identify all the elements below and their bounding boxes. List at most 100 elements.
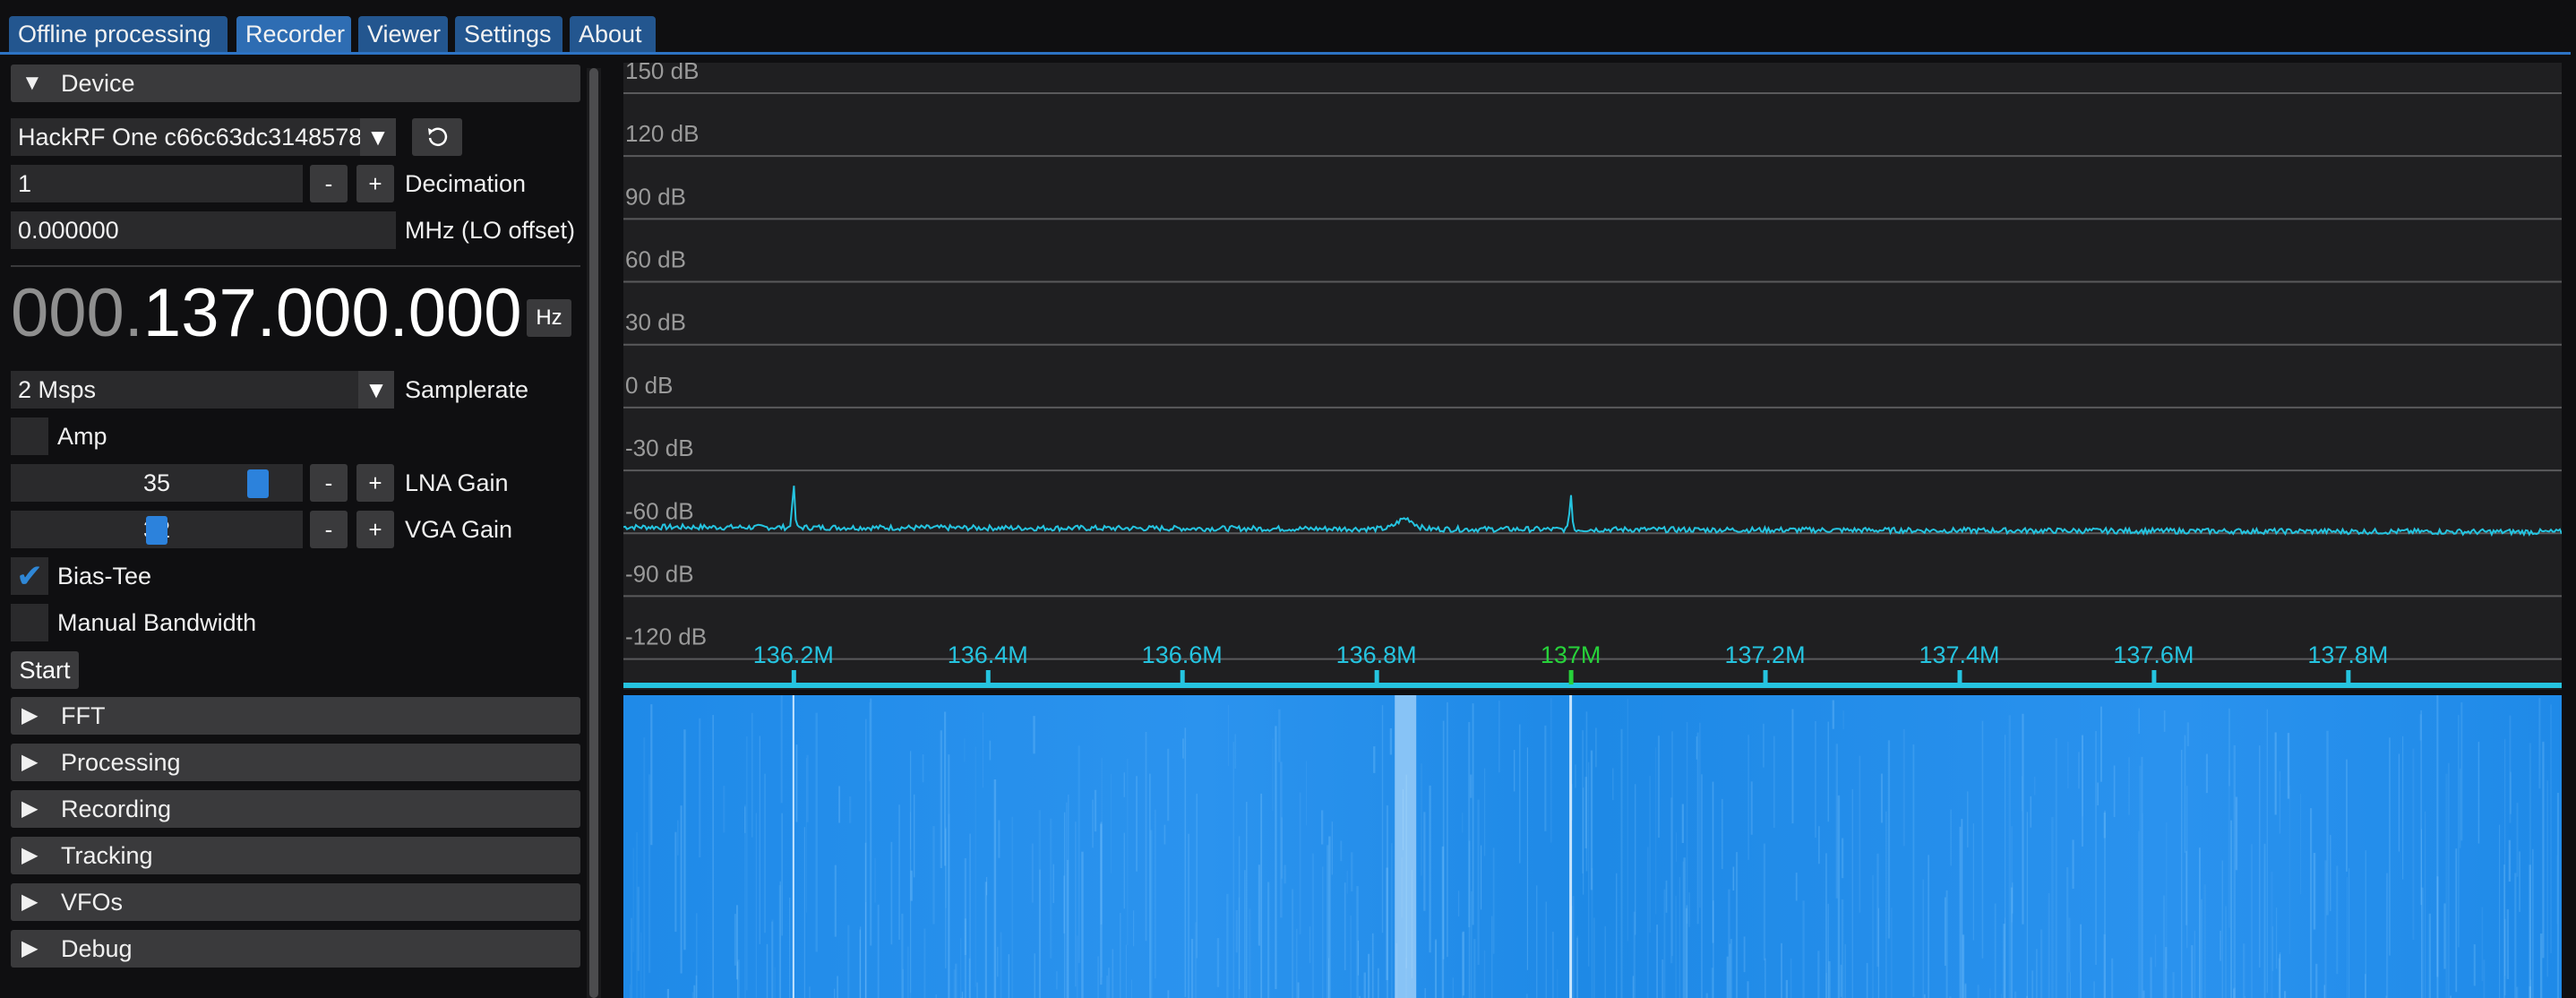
y-tick-label: -90 dB: [625, 560, 694, 587]
lna-minus-button[interactable]: -: [310, 464, 348, 502]
device-section-header[interactable]: ▼ Device: [11, 65, 580, 102]
center-frequency-label: 137M: [1541, 641, 1601, 668]
decimation-minus-button[interactable]: -: [310, 165, 348, 202]
vga-gain-handle[interactable]: [146, 516, 167, 545]
lna-gain-handle[interactable]: [247, 469, 270, 498]
frequency-display[interactable]: 000.137.000.000: [11, 273, 522, 354]
lna-gain-label: LNA Gain: [405, 469, 509, 496]
vga-plus-button[interactable]: +: [356, 511, 394, 548]
start-button[interactable]: Start: [11, 651, 79, 689]
vga-gain-slider[interactable]: 32: [11, 511, 303, 548]
checkmark-icon: ✔: [16, 557, 44, 594]
x-tick: [2151, 670, 2157, 684]
y-tick-label: -30 dB: [625, 434, 694, 461]
device-header-label: Device: [61, 70, 135, 97]
expand-triangle-icon: ▶: [21, 796, 39, 821]
left-panel-scrollbar[interactable]: [587, 68, 601, 998]
section-label: Tracking: [61, 842, 153, 869]
samplerate-select[interactable]: 2 Msps: [11, 371, 358, 409]
x-tick-label: 136.2M: [753, 641, 834, 668]
x-tick: [1180, 670, 1185, 684]
refresh-icon: [428, 127, 448, 146]
decimation-plus-button[interactable]: +: [356, 165, 394, 202]
manual-bandwidth-checkbox[interactable]: [11, 604, 48, 641]
frequency-axis: [623, 683, 2562, 688]
section-label: Debug: [61, 935, 133, 962]
x-tick: [985, 670, 991, 684]
x-tick: [1374, 670, 1379, 684]
tab-about[interactable]: About: [570, 16, 656, 52]
section-label: Recording: [61, 796, 172, 822]
samplerate-dropdown-arrow[interactable]: ▼: [358, 371, 394, 409]
tab-offline-processing[interactable]: Offline processing: [9, 16, 228, 52]
tab-settings[interactable]: Settings: [455, 16, 562, 52]
y-tick-label: 0 dB: [625, 372, 674, 399]
waterfall-noise: [629, 695, 2560, 998]
section-header-processing[interactable]: ▶ Processing: [11, 744, 580, 781]
section-header-recording[interactable]: ▶ Recording: [11, 790, 580, 828]
frequency-digits: 137.000.000: [142, 275, 522, 351]
frequency-unit-button[interactable]: Hz: [527, 299, 571, 337]
device-dropdown-arrow[interactable]: ▼: [360, 118, 396, 156]
x-tick: [791, 670, 796, 684]
x-tick-label: 136.8M: [1336, 641, 1417, 668]
x-tick-label: 137.8M: [2307, 641, 2388, 668]
vga-minus-button[interactable]: -: [310, 511, 348, 548]
device-select[interactable]: HackRF One c66c63dc3148578: [11, 118, 360, 156]
spectrum-trace: [623, 486, 2562, 538]
lo-offset-label: MHz (LO offset): [405, 217, 576, 244]
collapse-triangle-icon: ▼: [21, 71, 43, 95]
y-tick-label: -120 dB: [625, 624, 707, 650]
expand-triangle-icon: ▶: [21, 936, 39, 960]
lna-gain-value: 35: [142, 469, 171, 496]
x-tick-label: 137.2M: [1725, 641, 1806, 668]
expand-triangle-icon: ▶: [21, 703, 39, 727]
x-tick-label: 137.6M: [2113, 641, 2194, 668]
section-header-debug[interactable]: ▶ Debug: [11, 930, 580, 968]
x-tick: [1568, 670, 1574, 684]
section-header-tracking[interactable]: ▶ Tracking: [11, 837, 580, 874]
x-tick-label: 137.4M: [1919, 641, 1999, 668]
frequency-leading-digits: 000.: [11, 275, 143, 351]
scrollbar-thumb[interactable]: [589, 68, 598, 998]
y-tick-label: -60 dB: [625, 497, 694, 524]
spectrum-plot[interactable]: 150 dB 120 dB 90 dB 60 dB 30 dB 0 dB -30 dB -60…: [623, 63, 2562, 690]
lo-offset-input[interactable]: 0.000000: [11, 211, 396, 249]
section-header-fft[interactable]: ▶ FFT: [11, 697, 580, 735]
amp-checkbox[interactable]: [11, 417, 48, 455]
y-tick-label: 30 dB: [625, 309, 686, 336]
bias-tee-checkbox[interactable]: ✔: [11, 557, 48, 595]
y-tick-label: 120 dB: [625, 120, 699, 147]
manual-bandwidth-label: Manual Bandwidth: [57, 609, 257, 636]
left-panel: ▼ Device HackRF One c66c63dc3148578 ▼ 1 …: [0, 57, 602, 998]
waterfall-display[interactable]: [623, 695, 2562, 998]
tab-bar: Offline processing Recorder Viewer Setti…: [0, 0, 2576, 56]
expand-triangle-icon: ▶: [21, 750, 39, 774]
y-tick-label: 150 dB: [625, 63, 699, 84]
bias-tee-label: Bias-Tee: [57, 563, 152, 589]
samplerate-label: Samplerate: [405, 376, 529, 403]
signal-trail: [1395, 695, 1417, 998]
refresh-button[interactable]: [412, 118, 462, 156]
waterfall-background: [623, 695, 2562, 998]
section-label: VFOs: [61, 889, 124, 916]
decimation-label: Decimation: [405, 170, 527, 197]
section-label: Processing: [61, 749, 181, 776]
decimation-input[interactable]: 1: [11, 165, 303, 202]
y-tick-label: 90 dB: [625, 183, 686, 210]
x-tick: [1957, 670, 1962, 684]
amp-label: Amp: [57, 423, 107, 450]
divider: [11, 265, 580, 267]
tab-underline: [0, 52, 2571, 55]
x-tick-label: 136.4M: [948, 641, 1028, 668]
expand-triangle-icon: ▶: [21, 843, 39, 867]
x-tick-label: 136.6M: [1142, 641, 1223, 668]
section-header-vfos[interactable]: ▶ VFOs: [11, 883, 580, 921]
lna-gain-slider[interactable]: 35: [11, 464, 303, 502]
tab-viewer[interactable]: Viewer: [358, 16, 448, 52]
expand-triangle-icon: ▶: [21, 890, 39, 914]
x-tick: [1763, 670, 1768, 684]
y-tick-label: 60 dB: [625, 246, 686, 273]
tab-recorder[interactable]: Recorder: [236, 16, 351, 52]
lna-plus-button[interactable]: +: [356, 464, 394, 502]
